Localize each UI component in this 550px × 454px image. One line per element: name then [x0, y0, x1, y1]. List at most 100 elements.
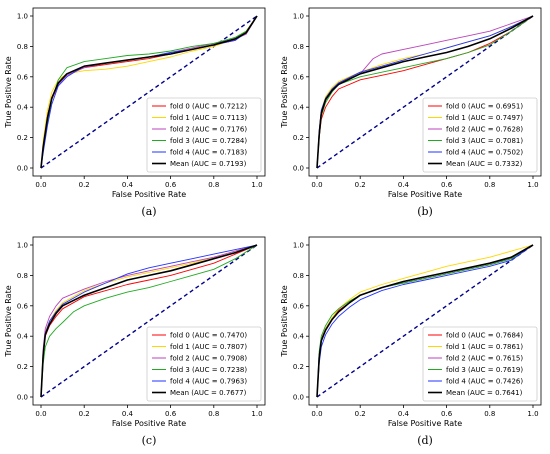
x-tick-label: 1.0 [251, 410, 262, 418]
legend-entry: Mean (AUC = 0.7677) [170, 389, 247, 397]
x-tick-label: 0.0 [35, 410, 46, 418]
roc-panel-4: 0.0 0.2 0.4 0.6 0.8 1.0 0.0 0.2 0.4 0.6 0.8 1.0 Fals… [280, 236, 542, 447]
y-tick-label: 0.4 [293, 104, 305, 112]
y-tick-label: 0.4 [17, 333, 29, 341]
x-tick-label: 0.6 [165, 410, 177, 418]
x-axis-label: False Positive Rate [112, 190, 186, 199]
legend-entry: fold 3 (AUC = 0.7619) [446, 366, 523, 374]
y-tick-label: 0.8 [17, 43, 28, 51]
plot-frame [32, 236, 266, 406]
y-tick-label: 0.8 [293, 272, 304, 280]
legend-entry: fold 1 (AUC = 0.7113) [170, 114, 247, 122]
x-axis-label: False Positive Rate [112, 419, 186, 428]
roc-panel-1: 0.0 0.2 0.4 0.6 0.8 1.0 0.0 0.2 0.4 0.6 0.8 1.0 Fals… [4, 7, 266, 218]
y-tick-label: 1.0 [293, 13, 304, 21]
y-tick-label: 0.2 [293, 363, 304, 371]
x-tick-label: 0.4 [398, 181, 410, 189]
legend-box [146, 326, 262, 402]
roc-series-line-4 [316, 244, 534, 398]
plot-frame [32, 7, 266, 177]
x-tick-label: 0.2 [79, 410, 90, 418]
legend-entry: fold 3 (AUC = 0.7238) [170, 366, 247, 374]
x-tick-label: 0.8 [484, 181, 495, 189]
roc-series-line-2 [40, 244, 258, 398]
legend-entry: fold 0 (AUC = 0.6951) [446, 103, 523, 111]
x-tick-label: 0.2 [79, 181, 90, 189]
legend-entry: fold 0 (AUC = 0.7470) [170, 332, 247, 340]
y-tick-label: 0.6 [293, 302, 305, 310]
legend-entry: fold 3 (AUC = 0.7284) [170, 137, 247, 145]
roc-series-line-5 [40, 244, 258, 398]
panel-caption: (d) [417, 434, 433, 447]
x-axis-label: False Positive Rate [388, 190, 462, 199]
y-tick-label: 0.0 [17, 394, 28, 402]
x-tick-label: 0.4 [122, 410, 134, 418]
legend-entry: fold 0 (AUC = 0.7684) [446, 332, 523, 340]
legend-entry: fold 2 (AUC = 0.7908) [170, 355, 247, 363]
legend-entry: fold 0 (AUC = 0.7212) [170, 103, 247, 111]
legend-entry: fold 2 (AUC = 0.7628) [446, 126, 523, 134]
panel-caption: (c) [142, 434, 157, 447]
x-tick-label: 0.8 [208, 410, 219, 418]
x-tick-label: 0.0 [311, 410, 322, 418]
x-tick-label: 0.6 [165, 181, 177, 189]
roc-series-line-5 [40, 15, 258, 169]
roc-series-line-3 [40, 244, 258, 398]
y-tick-label: 0.6 [293, 73, 305, 81]
roc-panel-3: 0.0 0.2 0.4 0.6 0.8 1.0 0.0 0.2 0.4 0.6 0.8 1.0 Fals… [4, 236, 266, 447]
x-tick-label: 0.4 [398, 410, 410, 418]
x-axis-label: False Positive Rate [388, 419, 462, 428]
roc-series-line-3 [316, 15, 534, 169]
y-tick-label: 0.8 [293, 43, 304, 51]
y-tick-label: 0.2 [17, 363, 28, 371]
y-tick-label: 0.0 [17, 165, 28, 173]
y-axis-label: True Positive Rate [4, 56, 13, 128]
x-tick-label: 0.0 [35, 181, 46, 189]
legend-entry: Mean (AUC = 0.7193) [170, 160, 247, 168]
y-tick-label: 0.0 [293, 394, 304, 402]
y-tick-label: 0.0 [293, 165, 304, 173]
legend-entry: fold 4 (AUC = 0.7963) [170, 378, 247, 386]
plot-frame [308, 7, 542, 177]
x-tick-label: 0.4 [122, 181, 134, 189]
y-tick-label: 0.6 [17, 73, 29, 81]
legend-entry: fold 1 (AUC = 0.7861) [446, 343, 523, 351]
roc-series-line-5 [316, 244, 534, 398]
legend-entry: fold 2 (AUC = 0.7615) [446, 355, 523, 363]
x-tick-label: 1.0 [527, 181, 538, 189]
legend-box [146, 97, 262, 173]
x-tick-label: 0.2 [355, 181, 366, 189]
legend-entry: Mean (AUC = 0.7332) [446, 160, 523, 168]
legend-entry: fold 4 (AUC = 0.7183) [170, 149, 247, 157]
x-tick-label: 1.0 [251, 181, 262, 189]
y-tick-label: 0.2 [293, 134, 304, 142]
x-tick-label: 0.0 [311, 181, 322, 189]
legend-entry: fold 2 (AUC = 0.7176) [170, 126, 247, 134]
y-tick-label: 0.4 [293, 333, 305, 341]
chance-diagonal-line [316, 15, 534, 169]
y-tick-label: 1.0 [293, 242, 304, 250]
chance-diagonal-line [40, 244, 258, 398]
y-tick-label: 0.6 [17, 302, 29, 310]
x-tick-label: 0.6 [441, 410, 453, 418]
y-axis-label: True Positive Rate [280, 56, 289, 128]
legend-entry: fold 1 (AUC = 0.7497) [446, 114, 523, 122]
x-tick-label: 0.8 [484, 410, 495, 418]
y-tick-label: 0.4 [17, 104, 29, 112]
legend-entry: fold 4 (AUC = 0.7502) [446, 149, 523, 157]
legend-entry: fold 3 (AUC = 0.7081) [446, 137, 523, 145]
y-tick-label: 0.2 [17, 134, 28, 142]
plot-frame [308, 236, 542, 406]
y-axis-label: True Positive Rate [280, 285, 289, 357]
legend-entry: fold 1 (AUC = 0.7807) [170, 343, 247, 351]
x-tick-label: 0.2 [355, 410, 366, 418]
legend-box [422, 97, 538, 173]
legend-entry: Mean (AUC = 0.7641) [446, 389, 523, 397]
roc-series-line-5 [316, 15, 534, 169]
x-tick-label: 0.8 [208, 181, 219, 189]
panel-caption: (b) [417, 205, 433, 218]
x-tick-label: 1.0 [527, 410, 538, 418]
y-tick-label: 0.8 [17, 272, 28, 280]
roc-panel-2: 0.0 0.2 0.4 0.6 0.8 1.0 0.0 0.2 0.4 0.6 0.8 1.0 Fals… [280, 7, 542, 218]
